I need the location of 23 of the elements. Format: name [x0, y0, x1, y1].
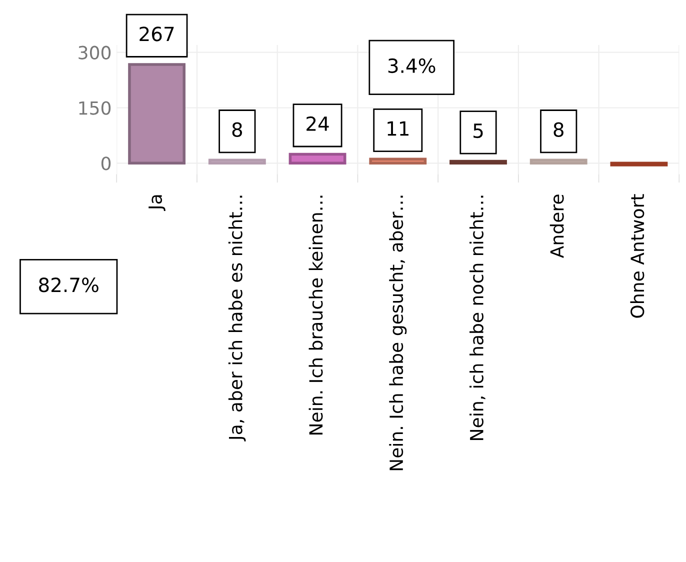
x-tick-label: Nein. Ich habe gesucht, aber… [389, 196, 407, 470]
data-label: 5 [474, 124, 483, 138]
bar [208, 158, 266, 165]
x-tick-label: Ja [148, 195, 166, 211]
bar [288, 152, 346, 165]
data-label: 267 [140, 26, 174, 42]
text: 82.7% [39, 278, 98, 292]
annotation: 3.4% [388, 58, 436, 74]
x-tick-label: Ohne Antwort [630, 194, 644, 318]
y-tick-label: 150 [79, 101, 111, 115]
data-label: 8 [554, 122, 564, 137]
y-tick-label: 300 [78, 46, 111, 60]
x-tick-label: Nein, ich habe noch nicht… [470, 196, 486, 440]
bar [128, 63, 186, 165]
x-tick-label: Nein. Ich brauche keinen… [308, 196, 323, 434]
data-label: 24 [306, 116, 329, 131]
data-label: 8 [232, 122, 242, 137]
x-tick-label: Ja, aber ich habe es nicht… [228, 196, 246, 442]
bar [369, 158, 427, 165]
data-label: 11 [388, 121, 408, 136]
y-tick-label: 0 [101, 156, 111, 170]
bar [530, 158, 588, 165]
x-tick-label: Andere [550, 194, 564, 258]
